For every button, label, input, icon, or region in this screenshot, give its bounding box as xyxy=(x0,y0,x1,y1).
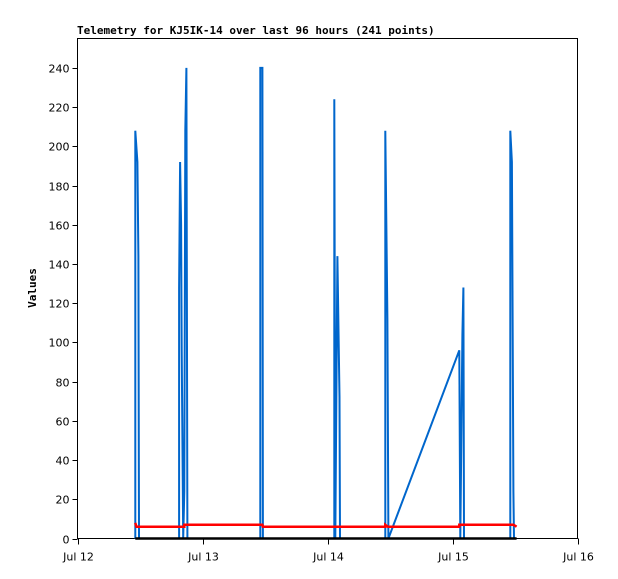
x-tick-label: Jul 12 xyxy=(62,551,94,564)
y-tick-label: 140 xyxy=(49,259,70,272)
x-tick-label: Jul 15 xyxy=(437,551,469,564)
y-tick-label: 120 xyxy=(49,298,70,311)
y-tick-label: 100 xyxy=(49,337,70,350)
x-tick-label: Jul 14 xyxy=(312,551,344,564)
y-tick-label: 180 xyxy=(49,181,70,194)
series-line-1 xyxy=(134,522,518,528)
y-tick-label: 240 xyxy=(49,63,70,76)
x-tick-label: Jul 16 xyxy=(562,551,594,564)
y-tick-label: 20 xyxy=(56,494,70,507)
y-tick-label: 160 xyxy=(49,220,70,233)
plot-frame xyxy=(77,38,578,539)
series-line-0 xyxy=(134,66,515,540)
y-axis-label: Values xyxy=(26,268,39,308)
y-tick-label: 80 xyxy=(56,377,70,390)
x-tick-label: Jul 13 xyxy=(187,551,219,564)
y-tick-label: 40 xyxy=(56,455,70,468)
chart-title: Telemetry for KJ5IK-14 over last 96 hour… xyxy=(77,24,435,37)
y-tick-label: 200 xyxy=(49,141,70,154)
y-tick-label: 0 xyxy=(63,534,70,547)
y-tick-label: 220 xyxy=(49,102,70,115)
y-tick-label: 60 xyxy=(56,416,70,429)
